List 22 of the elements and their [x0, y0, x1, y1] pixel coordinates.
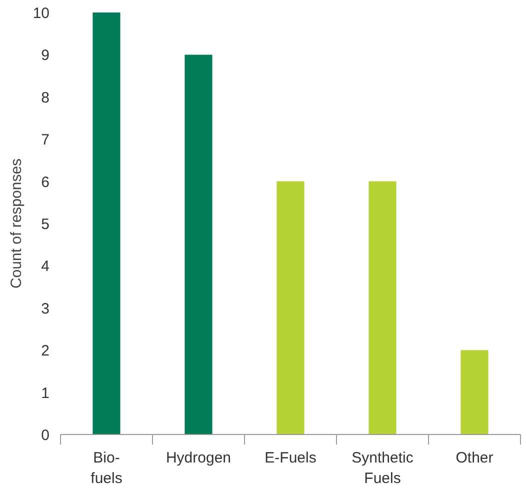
y-tick-label: 5: [41, 216, 50, 233]
x-tick-label: Other: [456, 450, 494, 466]
y-tick-label: 10: [32, 5, 50, 22]
bar: [92, 12, 120, 434]
x-tick-label: Synthetic Fuels: [352, 450, 414, 487]
y-tick-label: 9: [41, 47, 50, 64]
y-tick-label: 0: [41, 427, 50, 444]
bar: [460, 350, 488, 434]
y-tick-label: 1: [41, 384, 50, 402]
x-tick-label: Bio-fuels: [90, 450, 122, 487]
x-tick-label: Hydrogen: [166, 450, 232, 466]
bar: [368, 181, 396, 434]
y-tick-label: 2: [41, 342, 50, 360]
y-tick-label: 8: [41, 89, 50, 106]
y-axis-title: Count of responses: [8, 158, 25, 289]
bar: [276, 181, 304, 434]
y-tick-label: 3: [41, 300, 50, 318]
y-tick-label: 7: [41, 132, 50, 149]
x-tick-label: E-Fuels: [264, 450, 316, 466]
y-tick-label: 6: [41, 174, 50, 191]
bar: [184, 54, 212, 434]
y-tick-label: 4: [41, 258, 50, 276]
